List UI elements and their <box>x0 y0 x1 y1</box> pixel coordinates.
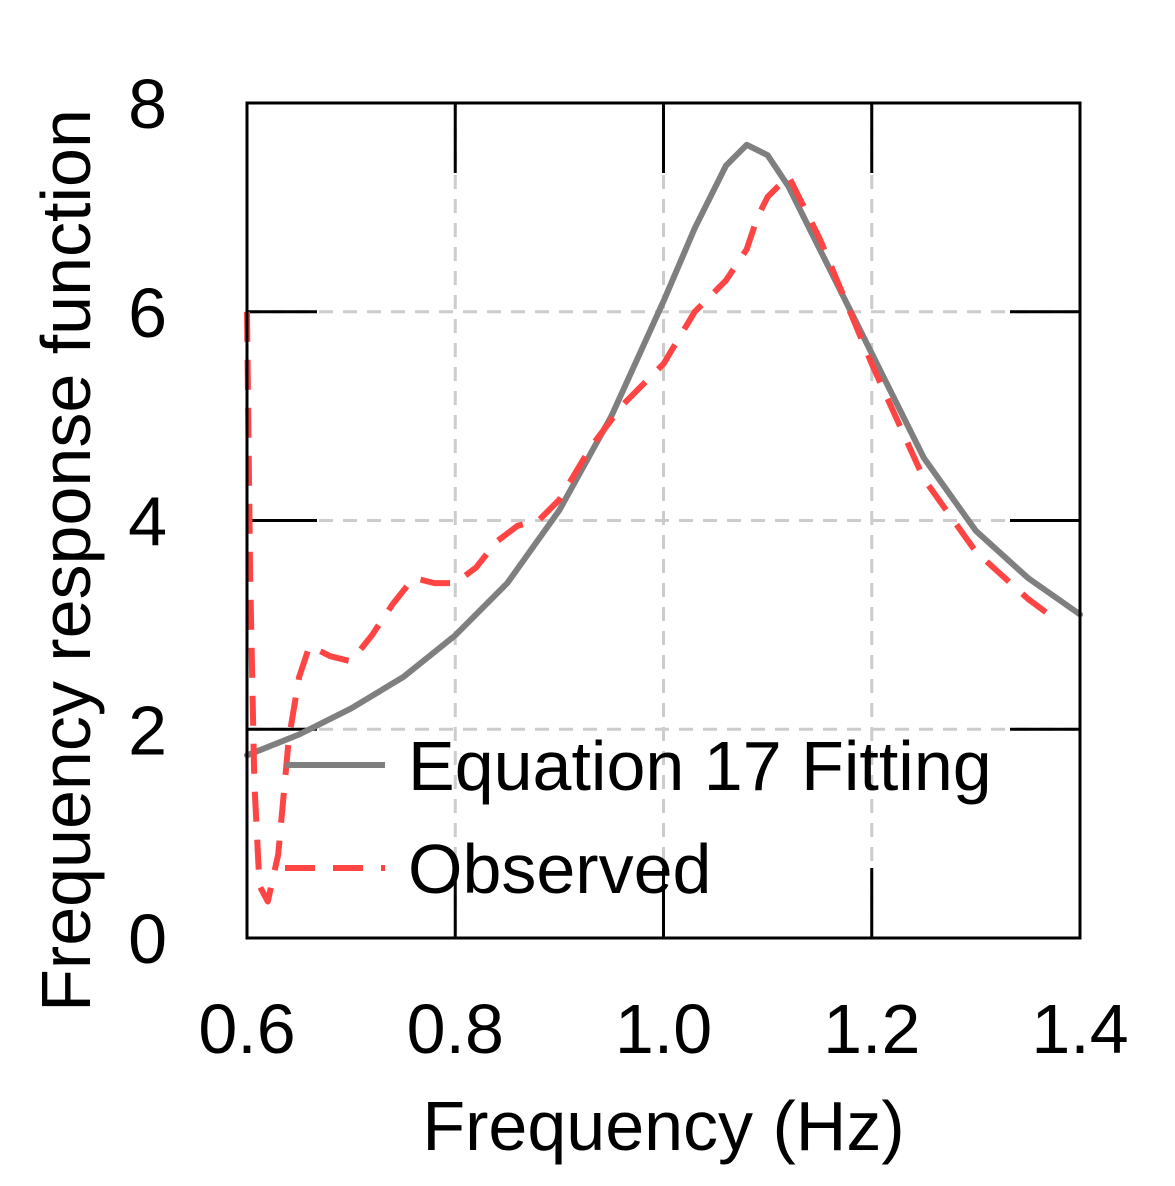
series-line-fitting <box>244 141 1083 759</box>
tick-labels: 0.6 0.8 1.0 1.2 1.4 0 2 4 6 8 <box>128 65 1129 1068</box>
y-axis-label: Frequency response function <box>27 109 105 1012</box>
legend-label-observed: Observed <box>408 830 711 908</box>
axis-ticks <box>247 103 1080 938</box>
x-axis-label: Frequency (Hz) <box>422 1087 904 1165</box>
y-tick-label: 6 <box>128 274 167 352</box>
plot-frame <box>245 101 1082 940</box>
legend: Equation 17 Fitting Observed <box>285 727 992 908</box>
x-tick-label: 0.8 <box>407 990 504 1068</box>
y-tick-label: 4 <box>128 483 167 561</box>
y-tick-label: 2 <box>128 691 167 769</box>
x-tick-label: 0.6 <box>198 990 295 1068</box>
grid <box>247 103 1080 938</box>
x-tick-label: 1.2 <box>823 990 920 1068</box>
x-tick-label: 1.4 <box>1031 990 1128 1068</box>
series-lines <box>244 141 1083 905</box>
x-tick-label: 1.0 <box>615 990 712 1068</box>
legend-label-fitting: Equation 17 Fitting <box>408 727 992 805</box>
y-tick-label: 0 <box>128 900 167 978</box>
y-tick-label: 8 <box>128 65 167 143</box>
series-line-observed <box>244 173 1051 905</box>
